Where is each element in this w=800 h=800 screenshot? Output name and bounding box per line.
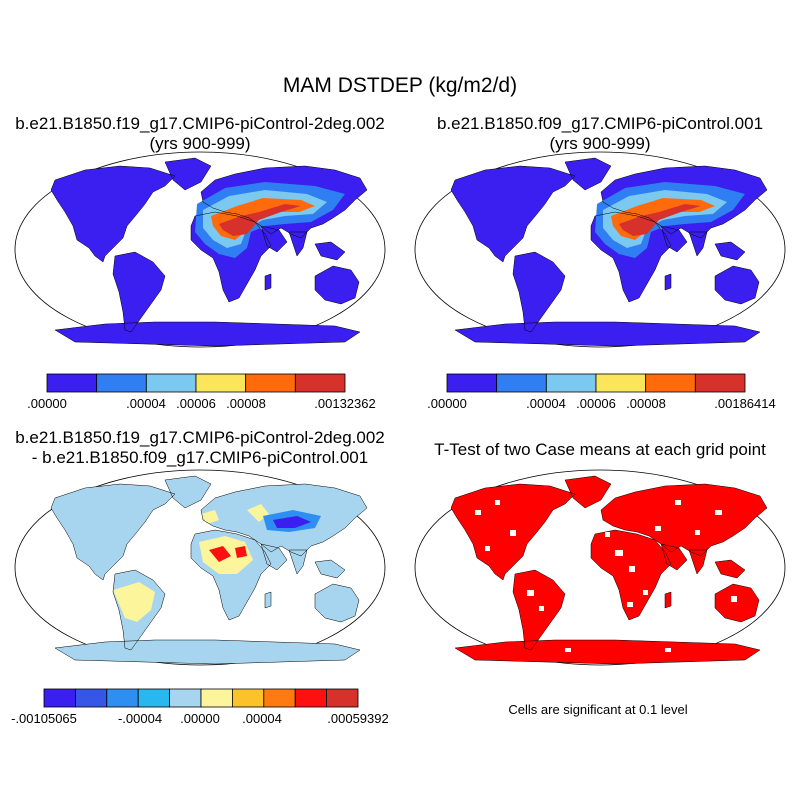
panel-2-tick-1: .00004: [526, 396, 566, 411]
panel-3-title: b.e21.B1850.f19_g17.CMIP6-piControl-2deg…: [15, 428, 385, 468]
panel-1-tick-0: .00000: [27, 396, 67, 411]
panel-2-colorbar: [446, 373, 746, 393]
panel-2-colorbar-swatch-1: [496, 373, 547, 393]
panel-3-colorbar: [43, 688, 359, 708]
panel-2-colorbar-swatch-2: [545, 373, 597, 393]
panel-3-colorbar-swatch-5: [200, 688, 233, 708]
panel-1-colorbar-swatch-3: [195, 373, 247, 393]
panel-1-title-line2: (yrs 900-999): [149, 134, 251, 153]
panel-2-map: [414, 151, 786, 348]
panel-3-colorbar-swatch-7: [263, 688, 296, 708]
panel-1-tick-2: .00006: [176, 396, 216, 411]
panel-3-colorbar-swatch-9: [326, 688, 359, 708]
panel-3-colorbar-swatch-4: [169, 688, 202, 708]
panel-2-colorbar-swatch-4: [645, 373, 696, 393]
panel-2-colorbar-swatch-5: [694, 373, 746, 393]
panel-3-map: [14, 469, 386, 666]
panel-1-colorbar-swatch-2: [145, 373, 197, 393]
panel-4-map: [414, 469, 786, 666]
panel-3-colorbar-swatch-0: [43, 688, 76, 708]
panel-3-tick-2: .00000: [180, 711, 220, 726]
panel-1-colorbar-swatch-4: [245, 373, 296, 393]
panel-1-tick-1: .00004: [126, 396, 166, 411]
panel-3-title-line2: - b.e21.B1850.f09_g17.CMIP6-piControl.00…: [31, 448, 369, 467]
panel-3-title-line1: b.e21.B1850.f19_g17.CMIP6-piControl-2deg…: [15, 428, 385, 447]
panel-1-colorbar-swatch-1: [96, 373, 147, 393]
panel-1-colorbar: [46, 373, 346, 393]
panel-2-tick-0: .00000: [427, 396, 467, 411]
panel-3-colorbar-swatch-6: [231, 688, 265, 708]
panel-2-tick-2: .00006: [576, 396, 616, 411]
panel-3-colorbar-swatch-3: [137, 688, 170, 708]
panel-2-tick-3: .00008: [626, 396, 666, 411]
panel-1-title-line1: b.e21.B1850.f19_g17.CMIP6-piControl-2deg…: [15, 114, 385, 133]
panel-3-tick-1: -.00004: [117, 711, 163, 726]
panel-2-title-line2: (yrs 900-999): [549, 134, 651, 153]
main-title: MAM DSTDEP (kg/m2/d): [282, 74, 518, 97]
panel-1-tick-4: .00132362: [314, 396, 376, 411]
ttest-note: Cells are significant at 0.1 level: [508, 702, 688, 717]
panel-3-colorbar-swatch-2: [106, 688, 139, 708]
panel-2-title: b.e21.B1850.f09_g17.CMIP6-piControl.001 …: [437, 114, 763, 154]
panel-1-map: [14, 151, 386, 348]
panel-2-colorbar-swatch-0: [446, 373, 498, 393]
panel-1-title: b.e21.B1850.f19_g17.CMIP6-piControl-2deg…: [15, 114, 385, 154]
panel-3-colorbar-swatch-8: [294, 688, 328, 708]
panel-1-colorbar-swatch-0: [46, 373, 98, 393]
panel-3-colorbar-swatch-1: [75, 688, 108, 708]
panel-4-nonsignificant-cells: [475, 500, 737, 652]
panel-1-tick-3: .00008: [226, 396, 266, 411]
panel-2-tick-4: .00186414: [714, 396, 776, 411]
panel-1-colorbar-swatch-5: [294, 373, 346, 393]
panel-4-title: T-Test of two Case means at each grid po…: [434, 440, 766, 459]
panel-2-colorbar-swatch-3: [595, 373, 647, 393]
panel-3-tick-0: -.00105065: [11, 711, 77, 726]
panel-3-tick-4: .00059392: [327, 711, 389, 726]
panel-3-tick-3: .00004: [242, 711, 282, 726]
panel-2-title-line1: b.e21.B1850.f09_g17.CMIP6-piControl.001: [436, 114, 764, 133]
